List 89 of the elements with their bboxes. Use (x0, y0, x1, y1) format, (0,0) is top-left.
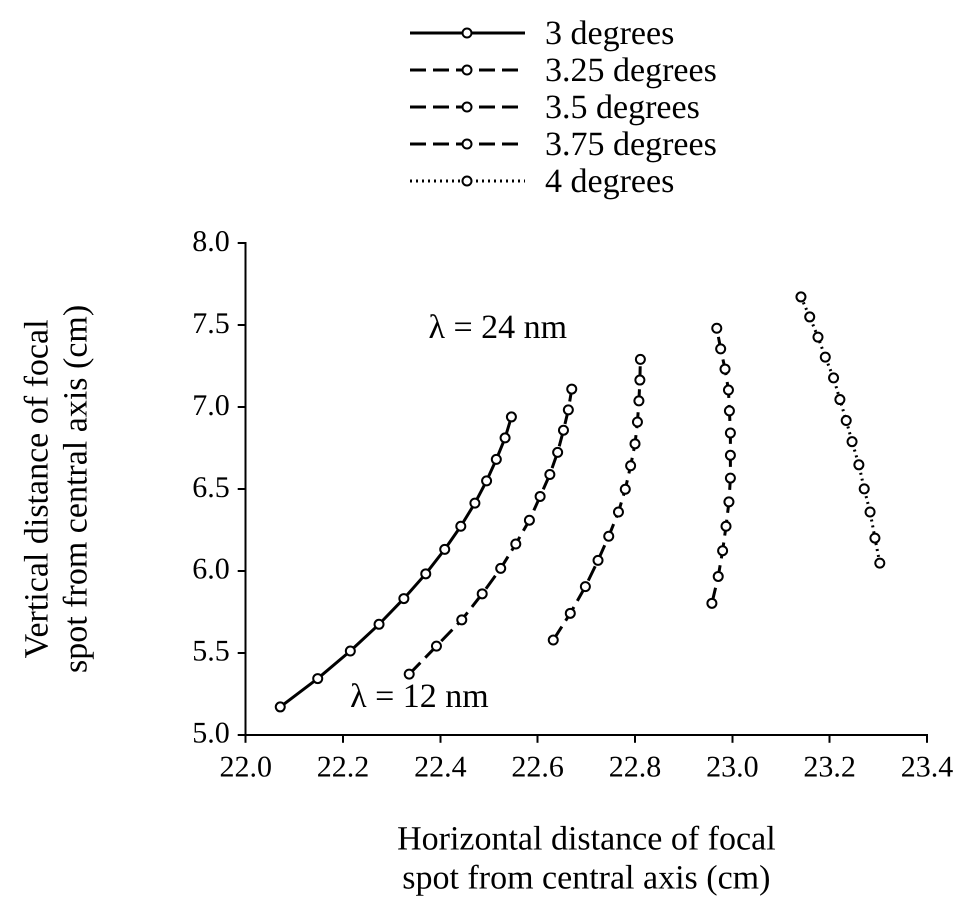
y-tick-label: 7.0 (192, 388, 230, 422)
point (720, 364, 731, 375)
point (580, 581, 591, 592)
point (869, 532, 880, 544)
x-axis-title: Horizontal distance of focal spot from central axis (cm) (397, 820, 776, 896)
x-tick-label: 23.2 (803, 750, 856, 784)
point (404, 668, 415, 680)
point (715, 343, 726, 354)
point (481, 475, 492, 486)
legend-label: 3.5 degrees (545, 88, 700, 126)
point (524, 514, 535, 526)
point (592, 554, 604, 566)
y-tick-label: 5.0 (192, 716, 230, 750)
y-tick-label: 7.5 (192, 306, 230, 340)
y-tick-label: 5.5 (192, 634, 230, 668)
point (834, 394, 846, 406)
point (633, 395, 644, 406)
point (558, 424, 569, 436)
x-tick-label: 22.4 (414, 750, 467, 784)
x-tick-label: 23.4 (900, 750, 954, 784)
point (706, 598, 718, 609)
point (274, 701, 286, 712)
point (566, 384, 578, 395)
y-tick-label: 8.0 (192, 224, 230, 258)
point (490, 454, 502, 465)
point (544, 468, 556, 480)
y-tick-label: 6.5 (192, 470, 230, 504)
point (500, 432, 511, 444)
point (630, 438, 641, 450)
legend-label: 3.25 degrees (545, 52, 717, 89)
point (795, 291, 806, 302)
y-tick-label: 6.0 (192, 552, 230, 586)
annotation: λ = 12 nm (350, 678, 489, 715)
point (846, 436, 858, 448)
point (506, 411, 517, 422)
x-tick-label: 22.0 (219, 750, 272, 784)
point (534, 490, 546, 502)
point (864, 506, 876, 518)
point (456, 614, 468, 626)
point (439, 544, 450, 555)
x-tick-label: 22.8 (608, 750, 662, 784)
point (430, 640, 442, 652)
point (625, 460, 636, 472)
point (552, 446, 564, 458)
x-tick-label: 23.0 (706, 750, 759, 784)
point (455, 520, 466, 532)
point (344, 646, 356, 657)
point (874, 558, 886, 569)
point (724, 428, 736, 438)
point (853, 459, 864, 470)
point (476, 588, 488, 600)
point (510, 538, 522, 550)
legend-label: 4 degrees (545, 162, 674, 200)
point (564, 608, 576, 619)
x-tick-label: 22.6 (511, 750, 564, 784)
legend-label: 3.75 degrees (545, 126, 717, 163)
point (722, 384, 734, 396)
point (495, 562, 506, 574)
point (398, 593, 410, 604)
point (724, 450, 736, 461)
point (312, 673, 324, 684)
point (374, 618, 385, 630)
point (620, 484, 631, 495)
point (562, 404, 574, 416)
point (634, 374, 646, 386)
point (828, 372, 840, 384)
point (724, 405, 735, 416)
point (612, 506, 624, 518)
point (632, 416, 643, 428)
point (469, 498, 480, 509)
point (420, 568, 432, 580)
point (712, 570, 724, 582)
point (804, 311, 816, 322)
x-tick-label: 22.2 (316, 750, 370, 784)
point (820, 352, 831, 363)
point (720, 520, 732, 532)
point (858, 483, 870, 494)
point (717, 545, 728, 556)
legend-label: 3 degrees (545, 14, 674, 52)
point (812, 332, 824, 343)
annotation: λ = 24 nm (428, 308, 568, 346)
point (724, 472, 736, 484)
point (603, 530, 614, 542)
y-axis-title: Vertical distance of focal spot from central axis (cm) (18, 304, 95, 674)
point (548, 634, 559, 646)
point (711, 322, 722, 334)
point (840, 415, 852, 426)
point (634, 354, 646, 365)
point (723, 496, 734, 508)
